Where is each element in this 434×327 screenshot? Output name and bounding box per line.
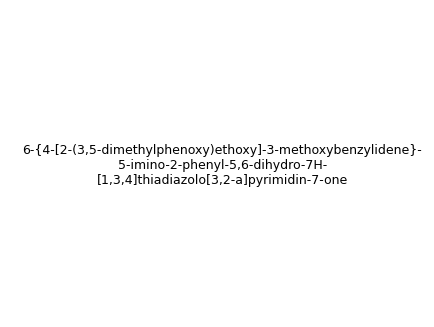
Text: 6-{4-[2-(3,5-dimethylphenoxy)ethoxy]-3-methoxybenzylidene}-
5-imino-2-phenyl-5,6: 6-{4-[2-(3,5-dimethylphenoxy)ethoxy]-3-m… xyxy=(23,144,422,187)
